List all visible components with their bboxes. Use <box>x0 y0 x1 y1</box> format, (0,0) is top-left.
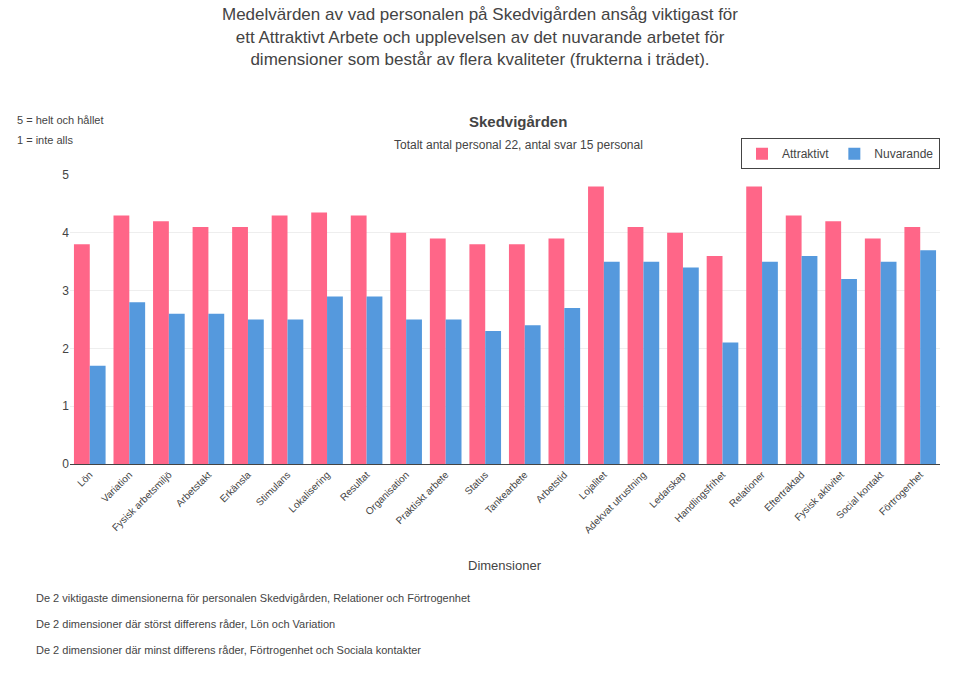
svg-text:5: 5 <box>62 168 69 182</box>
svg-text:Stimulans: Stimulans <box>254 469 293 508</box>
svg-text:Arbetstakt: Arbetstakt <box>174 469 214 509</box>
svg-text:Attraktivt: Attraktivt <box>782 147 829 161</box>
svg-text:De 2 viktigaste dimensionerna: De 2 viktigaste dimensionerna för person… <box>36 592 470 604</box>
svg-text:Handlingsfrihet: Handlingsfrihet <box>672 469 727 524</box>
svg-text:3: 3 <box>62 284 69 298</box>
svg-text:Skedvigården: Skedvigården <box>469 113 567 130</box>
svg-text:Nuvarande: Nuvarande <box>874 147 933 161</box>
svg-text:Lön: Lön <box>75 469 95 489</box>
svg-text:Variation: Variation <box>99 469 134 504</box>
svg-text:Resultat: Resultat <box>338 469 372 503</box>
svg-text:Fysisk aktivitet: Fysisk aktivitet <box>792 469 846 523</box>
svg-text:De 2 dimensioner där störst di: De 2 dimensioner där störst differens rå… <box>36 618 335 630</box>
svg-text:De 2 dimensioner där minst dif: De 2 dimensioner där minst differens råd… <box>36 644 421 656</box>
svg-text:Medelvärden av vad personalen: Medelvärden av vad personalen på Skedvig… <box>222 5 738 68</box>
svg-text:0: 0 <box>62 457 69 471</box>
svg-text:Arbetstid: Arbetstid <box>534 469 570 505</box>
svg-text:Erkänsla: Erkänsla <box>218 469 254 505</box>
svg-text:Tankearbete: Tankearbete <box>483 469 530 516</box>
svg-text:1: 1 <box>62 399 69 413</box>
svg-text:Organisation: Organisation <box>363 469 411 517</box>
svg-text:Ledarskap: Ledarskap <box>647 469 688 510</box>
svg-text:Totalt antal personal 22, anta: Totalt antal personal 22, antal svar 15 … <box>394 138 643 152</box>
svg-text:Social kontakt: Social kontakt <box>834 469 886 521</box>
svg-text:Praktiskt arbete: Praktiskt arbete <box>394 469 451 526</box>
svg-text:Förtrogenhet: Förtrogenhet <box>877 469 925 517</box>
svg-text:1 = inte alls: 1 = inte alls <box>17 134 73 146</box>
svg-text:2: 2 <box>62 342 69 356</box>
svg-text:Fysisk arbetsmiljö: Fysisk arbetsmiljö <box>110 469 174 533</box>
svg-text:5 = helt och hållet: 5 = helt och hållet <box>17 114 104 126</box>
svg-text:Lojalitet: Lojalitet <box>577 469 609 501</box>
svg-text:Eftertraktad: Eftertraktad <box>762 469 806 513</box>
svg-text:Adekvat utrustning: Adekvat utrustning <box>582 469 648 535</box>
svg-text:Lokalisering: Lokalisering <box>286 469 332 515</box>
svg-text:4: 4 <box>62 226 69 240</box>
svg-text:Status: Status <box>462 469 490 497</box>
svg-text:Relationer: Relationer <box>727 469 767 509</box>
svg-text:Dimensioner: Dimensioner <box>468 558 542 573</box>
